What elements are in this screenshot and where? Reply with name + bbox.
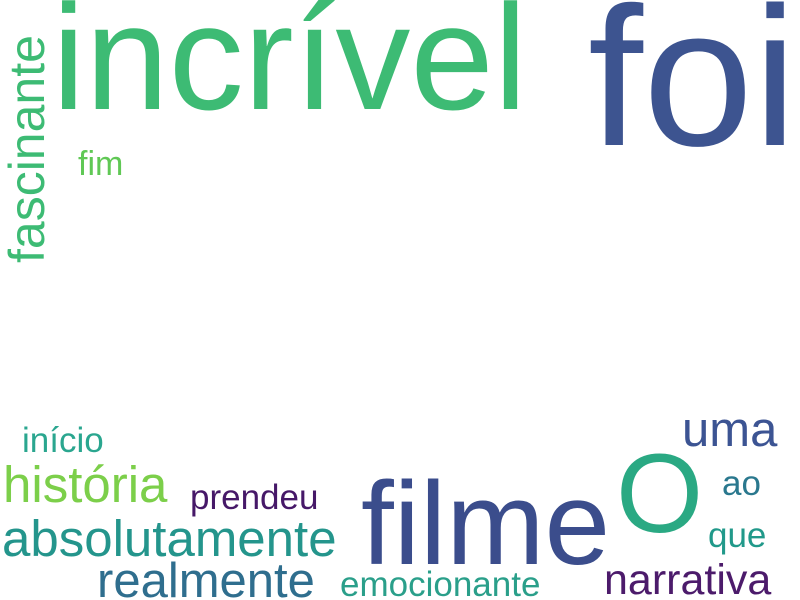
word-foi: foi bbox=[588, 0, 798, 187]
word-filme: filme bbox=[361, 458, 611, 590]
word-fascinante: fascinante bbox=[0, 35, 55, 263]
word-historia: história bbox=[3, 456, 168, 513]
word-uma: uma bbox=[682, 403, 778, 457]
word-fim: fim bbox=[78, 145, 124, 183]
word-ao: ao bbox=[722, 464, 761, 503]
word-incrivel: incrível bbox=[52, 0, 528, 141]
word-que: que bbox=[708, 516, 767, 555]
word-realmente: realmente bbox=[97, 554, 315, 600]
word-o: O bbox=[616, 431, 704, 556]
word-prendeu: prendeu bbox=[190, 478, 319, 517]
word-absolutamente: absolutamente bbox=[2, 510, 337, 567]
word-emocionante: emocionante bbox=[340, 565, 541, 600]
word-inicio: início bbox=[22, 421, 104, 460]
word-narrativa: narrativa bbox=[604, 556, 772, 600]
